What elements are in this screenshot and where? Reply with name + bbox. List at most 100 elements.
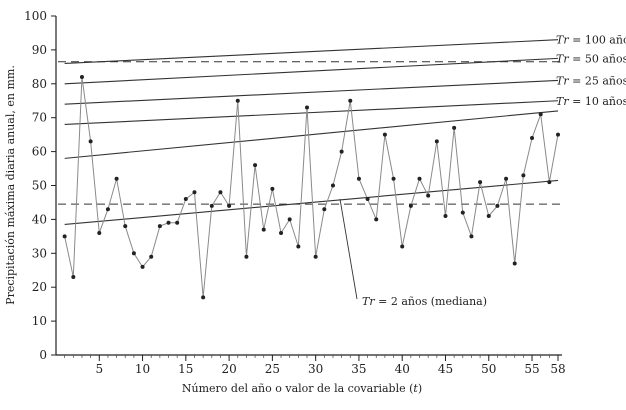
data-point [322,207,327,212]
x-tick-label: 20 [221,362,236,376]
x-tick-label: 35 [351,362,366,376]
data-point [495,203,500,208]
x-tick-label: 25 [265,362,280,376]
trend-line [64,39,559,65]
y-tick-label: 0 [39,348,47,362]
data-point [452,125,457,130]
x-tick-label: 58 [550,362,565,376]
data-point [287,217,292,222]
trend-line-label: Tr = 50 años [556,52,626,65]
data-point [105,207,110,212]
data-point [400,244,405,249]
data-point [71,275,76,280]
data-point [183,197,188,202]
data-point [305,105,309,110]
data-point [279,230,284,235]
trend-line-label: Tr = 2 años (mediana) [362,295,487,308]
data-series [62,75,560,300]
data-point [374,217,379,222]
data-point [556,132,560,137]
data-point [339,149,344,154]
data-point [417,176,422,181]
data-point [209,203,214,208]
data-point [235,98,240,103]
data-point [175,220,180,225]
y-tick-label: 10 [32,314,47,328]
axes: 0 10 20 30 40 50 60 70 80 90 100 5 10 15 20 25 30 35 40 45 5… [24,9,566,376]
data-point [270,186,275,191]
data-point [88,139,93,144]
data-point [62,234,67,239]
data-point [504,176,509,181]
trend-labels: Tr = 100 años Tr = 50 años Tr = 25 años Tr … [339,34,626,308]
data-point [79,75,84,80]
data-point [486,214,491,219]
trend-line [64,57,559,85]
data-point [253,163,258,168]
y-tick-label: 20 [32,280,47,294]
reference-lines [58,61,562,205]
y-tick-label: 30 [32,246,47,260]
data-point [408,203,413,208]
x-axis-title: Número del año o valor de la covariable … [182,382,422,395]
data-point [469,234,474,239]
x-tick-label: 30 [308,362,323,376]
trend-line-label: Tr = 100 años [556,34,626,47]
data-point [382,132,387,137]
y-axis-title: Precipitación máxima diaria anual, en mm… [4,65,17,305]
x-tick-label: 45 [438,362,453,376]
trend-line-label: Tr = 10 años [556,95,626,108]
data-point [131,251,136,256]
data-point [356,176,361,181]
data-point [244,254,249,259]
data-point [157,224,162,229]
data-point [538,112,543,117]
data-point [478,180,483,185]
y-tick-label: 80 [32,77,47,91]
y-tick-label: 100 [24,9,47,23]
data-point [192,190,197,195]
x-tick-label: 5 [95,362,103,376]
data-point [149,254,154,259]
data-point [391,176,396,181]
data-point [140,264,145,269]
data-point [460,210,465,215]
y-tick-label: 70 [32,111,47,125]
trend-line [64,179,559,226]
data-point [530,136,535,141]
median-label-leader [339,198,358,300]
data-point [114,176,119,181]
data-point [348,98,353,103]
data-point [123,224,128,229]
data-point [313,254,318,259]
data-point [365,197,370,202]
y-tick-label: 90 [32,43,47,57]
y-tick-label: 50 [32,179,47,193]
data-point [97,230,102,235]
x-tick-label: 50 [481,362,496,376]
trend-line-label: Tr = 25 años [556,74,626,87]
series-line [64,76,559,298]
data-point [201,295,206,300]
data-point [443,214,448,219]
x-tick-label: 55 [524,362,539,376]
data-point [521,173,526,178]
data-point [227,203,232,208]
y-tick-label: 40 [32,212,47,226]
trend-lines [64,39,559,226]
data-point [547,180,552,185]
data-point [512,261,517,266]
data-point [426,193,431,198]
y-tick-label: 60 [32,145,47,159]
data-point [261,227,266,232]
data-point [296,244,301,249]
x-tick-label: 15 [178,362,193,376]
data-point [330,183,335,188]
x-tick-label: 10 [135,362,150,376]
data-point [434,139,439,144]
trend-line [64,110,559,159]
trend-line [64,79,559,105]
data-point [166,220,171,225]
x-tick-label: 40 [395,362,410,376]
